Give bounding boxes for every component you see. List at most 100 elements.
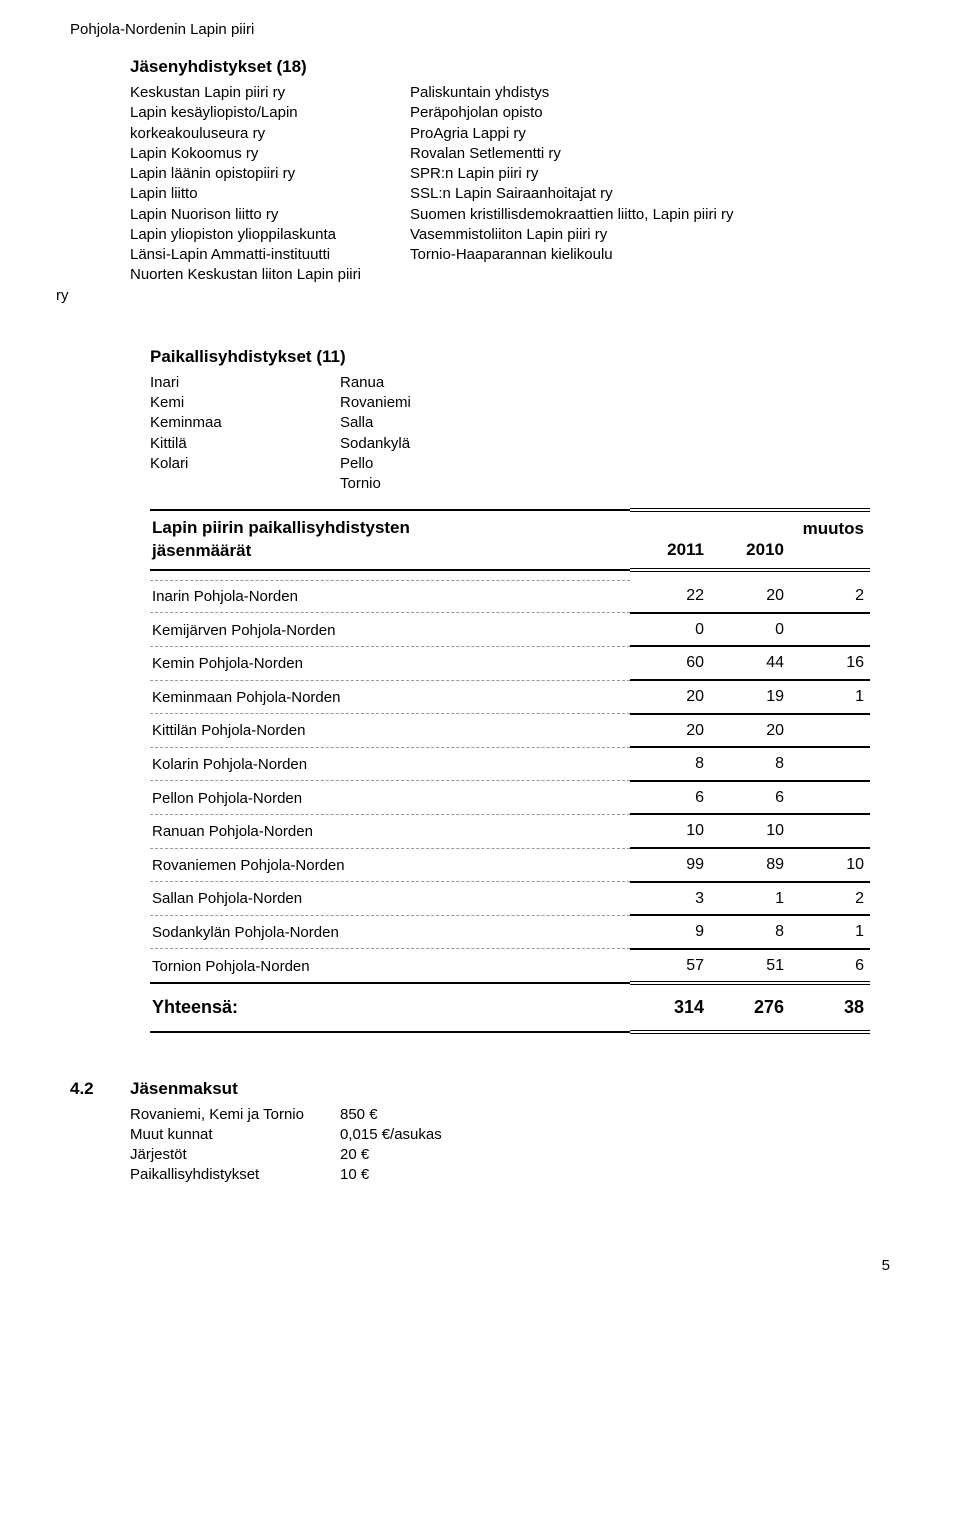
col-muutos: muutos (790, 510, 870, 570)
row-2010: 19 (710, 680, 790, 714)
row-name: Tornion Pohjola-Norden (150, 949, 630, 984)
row-2011: 8 (630, 747, 710, 781)
table-row: Rovaniemen Pohjola-Norden998910 (150, 848, 870, 882)
row-name: Rovaniemen Pohjola-Norden (150, 848, 630, 882)
table-body: Inarin Pohjola-Norden22202Kemijärven Poh… (150, 570, 870, 983)
membership-table: Lapin piirin paikallisyhdistysten jäsenm… (150, 508, 870, 1033)
row-name: Kemijärven Pohjola-Norden (150, 613, 630, 647)
paikallis-row: KemiRovaniemi (150, 393, 890, 413)
row-muutos: 1 (790, 680, 870, 714)
paikallis-section: Paikallisyhdistykset (11) InariRanuaKemi… (150, 346, 890, 1034)
fee-row: Muut kunnat0,015 €/asukas (130, 1125, 890, 1145)
row-2011: 20 (630, 714, 710, 748)
paikallis-item: Kittilä (150, 434, 340, 454)
table-row: Tornion Pohjola-Norden57516 (150, 949, 870, 984)
jasen-section: Jäsenyhdistykset (18) Keskustan Lapin pi… (130, 56, 890, 285)
row-muutos: 16 (790, 646, 870, 680)
row-2010: 6 (710, 781, 790, 815)
row-name: Sallan Pohjola-Norden (150, 882, 630, 916)
paikallis-item: Tornio (340, 475, 381, 492)
fee-label: Muut kunnat (130, 1125, 340, 1145)
row-2011: 20 (630, 680, 710, 714)
row-muutos (790, 781, 870, 815)
fee-value: 20 € (340, 1145, 369, 1165)
paikallis-row: KolariPello (150, 454, 890, 474)
paikallis-item: Inari (150, 373, 340, 393)
row-2010: 20 (710, 714, 790, 748)
row-2010: 20 (710, 580, 790, 613)
table-title-line2: jäsenmäärät (152, 541, 251, 560)
row-name: Kittilän Pohjola-Norden (150, 714, 630, 748)
paikallis-item: Ranua (340, 374, 384, 391)
membership-table-wrap: Lapin piirin paikallisyhdistysten jäsenm… (150, 508, 890, 1033)
paikallis-list: InariRanua KemiRovaniemiKeminmaaSallaKitt… (150, 373, 890, 495)
row-2010: 51 (710, 949, 790, 984)
fee-row: Paikallisyhdistykset10 € (130, 1165, 890, 1185)
table-row: Kolarin Pohjola-Norden88 (150, 747, 870, 781)
jasen-heading: Jäsenyhdistykset (18) (130, 56, 890, 79)
jasen-item: Vasemmistoliiton Lapin piiri ry (410, 225, 890, 245)
jasen-left-col: Keskustan Lapin piiri ryLapin kesäyliopi… (130, 83, 410, 286)
row-muutos (790, 747, 870, 781)
jasen-item: SPR:n Lapin piiri ry (410, 164, 890, 184)
fee-value: 850 € (340, 1105, 378, 1125)
jasen-item: Lapin liitto (130, 184, 410, 204)
paikallis-item: Kemi (150, 393, 340, 413)
row-2010: 0 (710, 613, 790, 647)
row-muutos (790, 613, 870, 647)
col-2011: 2011 (630, 510, 710, 570)
table-row: Kemin Pohjola-Norden604416 (150, 646, 870, 680)
table-row: Keminmaan Pohjola-Norden20191 (150, 680, 870, 714)
paikallis-item: Kolari (150, 454, 340, 474)
fee-label: Rovaniemi, Kemi ja Tornio (130, 1105, 340, 1125)
table-title: Lapin piirin paikallisyhdistysten jäsenm… (150, 510, 630, 570)
row-muutos: 1 (790, 915, 870, 949)
jasen-item: Suomen kristillisdemokraattien liitto, L… (410, 205, 890, 225)
jasen-item: Länsi-Lapin Ammatti-instituutti (130, 245, 410, 265)
row-muutos (790, 814, 870, 848)
table-row: Kemijärven Pohjola-Norden00 (150, 613, 870, 647)
table-row: Pellon Pohjola-Norden66 (150, 781, 870, 815)
row-muutos: 10 (790, 848, 870, 882)
page-header: Pohjola-Nordenin Lapin piiri (70, 20, 890, 40)
section-number: 4.2 (70, 1078, 130, 1186)
section-4-2: 4.2 Jäsenmaksut Rovaniemi, Kemi ja Torni… (70, 1078, 890, 1186)
row-2010: 8 (710, 915, 790, 949)
paikallis-heading: Paikallisyhdistykset (11) (150, 346, 890, 369)
col-2010: 2010 (710, 510, 790, 570)
row-name: Sodankylän Pohjola-Norden (150, 915, 630, 949)
fee-row: Järjestöt20 € (130, 1145, 890, 1165)
hang-ry: ry (56, 286, 890, 306)
table-title-line1: Lapin piirin paikallisyhdistysten (152, 518, 410, 537)
jasen-item: Tornio-Haaparannan kielikoulu (410, 245, 890, 265)
paikallis-item: Salla (340, 414, 373, 431)
row-name: Kemin Pohjola-Norden (150, 646, 630, 680)
total-2011: 314 (630, 983, 710, 1031)
jasen-item: Lapin Nuorison liitto ry (130, 205, 410, 225)
jasen-item: Nuorten Keskustan liiton Lapin piiri (130, 265, 410, 285)
row-2011: 0 (630, 613, 710, 647)
jasen-item: SSL:n Lapin Sairaanhoitajat ry (410, 184, 890, 204)
total-muutos: 38 (790, 983, 870, 1031)
jasen-right-col: Paliskuntain yhdistysPeräpohjolan opisto… (410, 83, 890, 286)
jasen-item: ProAgria Lappi ry (410, 124, 890, 144)
row-2010: 10 (710, 814, 790, 848)
table-total-row: Yhteensä: 314 276 38 (150, 983, 870, 1031)
page-number: 5 (70, 1256, 890, 1276)
jasen-item: korkeakouluseura ry (130, 124, 410, 144)
paikallis-item: Keminmaa (150, 413, 340, 433)
fee-label: Järjestöt (130, 1145, 340, 1165)
row-2011: 60 (630, 646, 710, 680)
paikallis-row: Tornio (150, 474, 890, 494)
row-2011: 10 (630, 814, 710, 848)
paikallis-row: KeminmaaSalla (150, 413, 890, 433)
table-row: Ranuan Pohjola-Norden1010 (150, 814, 870, 848)
table-row: Sodankylän Pohjola-Norden981 (150, 915, 870, 949)
fee-label: Paikallisyhdistykset (130, 1165, 340, 1185)
row-2011: 57 (630, 949, 710, 984)
row-2010: 8 (710, 747, 790, 781)
total-label: Yhteensä: (150, 983, 630, 1031)
row-2011: 22 (630, 580, 710, 613)
table-row: Inarin Pohjola-Norden22202 (150, 580, 870, 613)
row-name: Pellon Pohjola-Norden (150, 781, 630, 815)
